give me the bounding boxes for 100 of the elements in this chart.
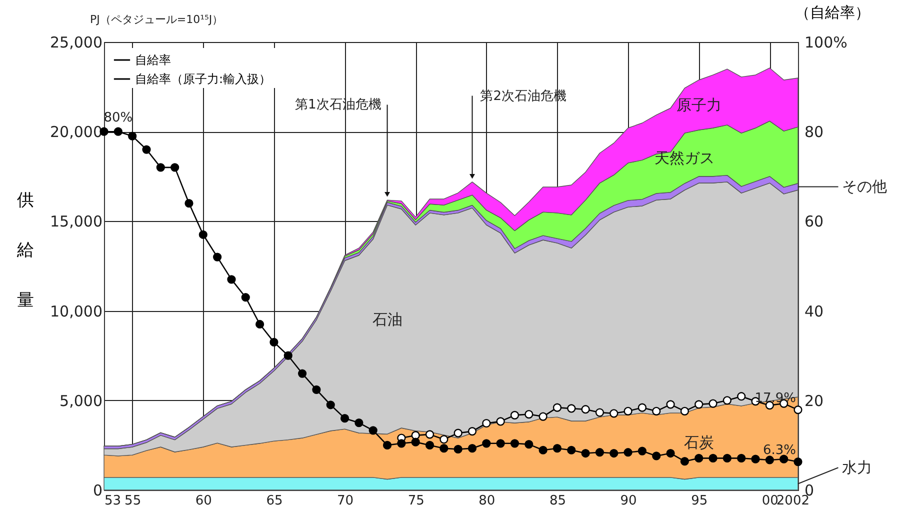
text: PJ（ペタジュール=10¹⁵J） — [90, 13, 224, 26]
x-tick-label: 95 — [691, 494, 708, 508]
x-tick-label: 65 — [266, 494, 283, 508]
point — [595, 448, 604, 457]
point — [581, 405, 590, 414]
point — [156, 163, 165, 172]
y2-axis-title: （自給率） — [795, 4, 870, 22]
point — [312, 385, 321, 394]
point — [142, 145, 151, 154]
legend-label: 自給率 — [135, 53, 171, 67]
point — [454, 444, 462, 454]
point — [567, 446, 576, 454]
point — [284, 351, 292, 360]
point — [610, 448, 618, 458]
point — [184, 198, 194, 208]
point — [567, 404, 576, 413]
x-tick-label: 90 — [620, 494, 637, 508]
point — [780, 454, 788, 464]
point — [482, 418, 491, 428]
point — [595, 408, 604, 417]
point — [397, 439, 406, 448]
point — [652, 452, 661, 460]
point — [694, 400, 704, 409]
series-label: 原子力 — [676, 96, 722, 114]
y2-tick-label: 100% — [804, 34, 848, 52]
y-tick-label: 5,000 — [60, 392, 102, 410]
point — [411, 438, 420, 446]
point — [624, 406, 632, 416]
y2-tick-label: 20 — [804, 392, 824, 410]
point — [227, 275, 236, 284]
point — [694, 454, 704, 462]
point — [538, 412, 548, 421]
point — [794, 457, 802, 466]
point — [524, 440, 534, 449]
point — [255, 320, 264, 329]
point — [440, 435, 448, 444]
y2-tick-label: 80 — [804, 123, 824, 142]
x-tick-label: 80 — [478, 494, 496, 508]
data-label: 6.3% — [762, 442, 796, 458]
series-label: 石炭 — [684, 434, 714, 452]
y-tick-label: 0 — [92, 482, 102, 500]
point — [581, 448, 590, 458]
point — [468, 427, 477, 436]
x-tick-label: 55 — [124, 494, 142, 508]
x-tick-label: 70 — [337, 494, 354, 508]
point — [666, 400, 675, 409]
point — [680, 406, 689, 416]
point — [722, 454, 732, 462]
point — [552, 403, 562, 412]
y-tick-label: 10,000 — [50, 302, 102, 320]
x-tick-label: 75 — [408, 494, 424, 508]
point — [468, 444, 477, 453]
y-tick-label: 25,000 — [50, 34, 102, 52]
point — [680, 457, 689, 466]
y2-tick-label: 60 — [804, 212, 824, 231]
point — [496, 417, 505, 426]
x-tick-label: 85 — [549, 494, 566, 508]
point — [638, 403, 647, 412]
point — [708, 454, 718, 462]
point — [326, 400, 335, 410]
point — [538, 446, 548, 454]
point — [368, 426, 378, 435]
point — [708, 399, 718, 408]
point — [496, 439, 505, 448]
x-tick-label: 00 — [762, 494, 778, 508]
point — [737, 392, 746, 401]
point — [666, 448, 675, 458]
point — [510, 410, 520, 420]
point — [270, 338, 278, 346]
point — [610, 409, 618, 418]
point — [624, 448, 632, 457]
point — [382, 440, 392, 450]
point — [751, 454, 760, 464]
y-tick-label: 15,000 — [50, 212, 102, 231]
y-tick-label: 20,000 — [50, 123, 102, 142]
point — [737, 454, 746, 462]
point — [510, 439, 520, 448]
point — [425, 430, 434, 439]
point — [128, 132, 137, 140]
point — [440, 444, 448, 453]
point — [340, 414, 350, 423]
point — [114, 127, 122, 136]
point — [765, 456, 774, 464]
series-label: 天然ガス — [654, 149, 715, 168]
point — [794, 406, 802, 414]
point — [482, 439, 491, 448]
text: 水力 — [842, 458, 872, 477]
text: 供給量 — [17, 190, 34, 310]
point — [454, 428, 462, 438]
point — [170, 163, 180, 172]
point — [213, 252, 222, 262]
point — [722, 396, 732, 405]
point — [638, 446, 647, 456]
x-tick-label: 53 — [104, 494, 122, 508]
text: その他 — [842, 178, 887, 196]
point — [425, 440, 434, 450]
point — [198, 230, 208, 239]
x-tick-label: 60 — [195, 494, 212, 508]
point — [524, 410, 534, 419]
legend-label: 自給率（原子力:輸入扱） — [135, 72, 272, 86]
